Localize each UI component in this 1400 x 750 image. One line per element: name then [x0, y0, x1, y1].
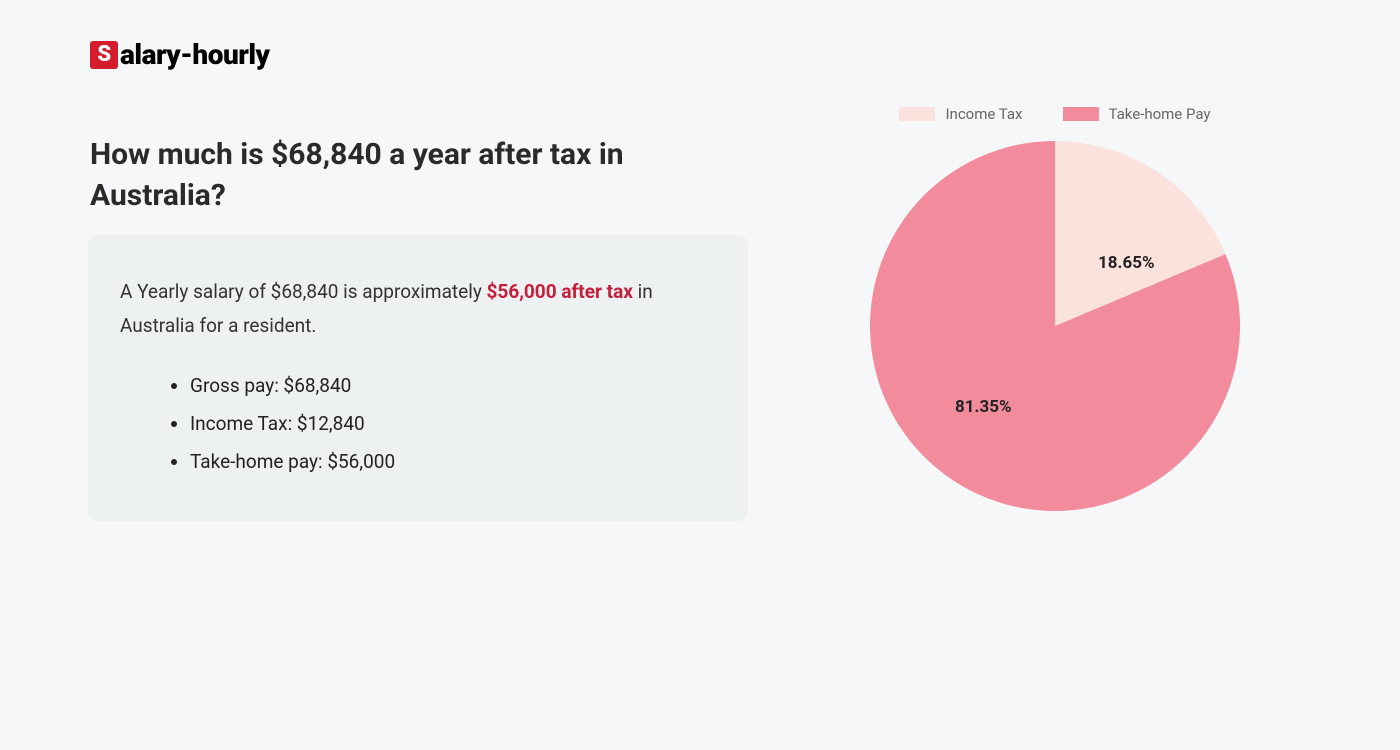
logo-text: alary-hourly [120, 38, 270, 71]
legend-swatch-icon [899, 107, 935, 121]
pie-chart: 18.65% 81.35% [870, 141, 1240, 511]
summary-text: A Yearly salary of $68,840 is approximat… [120, 275, 716, 343]
site-logo: Salary-hourly [90, 38, 270, 71]
logo-s-icon: S [90, 41, 118, 69]
pie-slice-label: 81.35% [955, 397, 1012, 417]
pie-slice-label: 18.65% [1098, 253, 1155, 273]
legend-label: Income Tax [945, 105, 1022, 123]
summary-prefix: A Yearly salary of $68,840 is approximat… [120, 280, 487, 303]
legend-item-income-tax: Income Tax [899, 105, 1022, 123]
legend-label: Take-home Pay [1109, 105, 1211, 123]
chart-legend: Income Tax Take-home Pay [815, 105, 1295, 123]
pie-chart-container: Income Tax Take-home Pay 18.65% 81.35% [815, 105, 1295, 511]
pie-svg [870, 141, 1240, 511]
summary-highlight: $56,000 after tax [487, 280, 633, 303]
legend-item-take-home: Take-home Pay [1063, 105, 1211, 123]
list-item: Take-home pay: $56,000 [190, 443, 716, 481]
summary-box: A Yearly salary of $68,840 is approximat… [88, 235, 748, 521]
list-item: Gross pay: $68,840 [190, 367, 716, 405]
summary-list: Gross pay: $68,840 Income Tax: $12,840 T… [120, 367, 716, 481]
list-item: Income Tax: $12,840 [190, 405, 716, 443]
page-title: How much is $68,840 a year after tax in … [90, 135, 710, 216]
legend-swatch-icon [1063, 107, 1099, 121]
